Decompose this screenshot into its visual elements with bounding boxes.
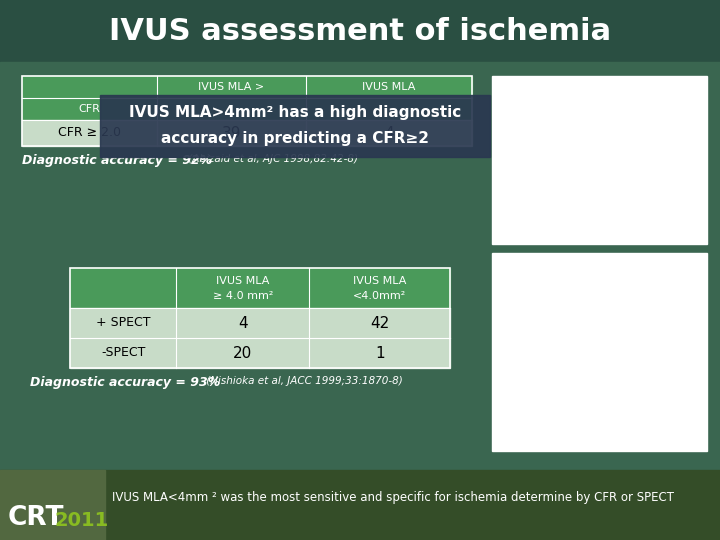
Text: IVUS MLA: IVUS MLA	[353, 276, 406, 286]
Bar	[70, 268, 450, 308]
Text: IVUS MLA: IVUS MLA	[362, 82, 415, 92]
Bar	[0, 62, 720, 472]
Text: ≥ 4.0 mm²: ≥ 4.0 mm²	[212, 291, 273, 301]
Text: 2011: 2011	[55, 510, 109, 530]
Bar	[492, 253, 707, 451]
Text: 42: 42	[370, 315, 390, 330]
Text: -SPECT: -SPECT	[101, 347, 145, 360]
Text: 4: 4	[384, 125, 394, 140]
Text: <4.0mm²: <4.0mm²	[353, 291, 406, 301]
Bar	[0, 470, 105, 540]
Bar	[22, 76, 472, 98]
Text: 1: 1	[375, 346, 384, 361]
Text: IVUS MLA >: IVUS MLA >	[198, 82, 264, 92]
Text: IVUS MLA: IVUS MLA	[216, 276, 269, 286]
Text: 4: 4	[238, 315, 248, 330]
Text: 20: 20	[233, 346, 253, 361]
Bar	[70, 308, 450, 338]
Bar	[0, 470, 720, 540]
Bar	[100, 95, 490, 157]
Text: 39: 39	[222, 125, 241, 140]
Text: IVUS assessment of ischemia: IVUS assessment of ischemia	[109, 17, 611, 45]
Text: accuracy in predicting a CFR≥2: accuracy in predicting a CFR≥2	[161, 132, 429, 146]
Text: Diagnostic accuracy = 93%: Diagnostic accuracy = 93%	[30, 376, 220, 389]
Text: CFR ≥ 2.0: CFR ≥ 2.0	[58, 126, 121, 139]
Text: CFR: CFR	[78, 104, 100, 114]
Text: (Abizaid et al, AJC 1998;82:42-8): (Abizaid et al, AJC 1998;82:42-8)	[185, 154, 358, 164]
Text: IVUS MLA>4mm² has a high diagnostic: IVUS MLA>4mm² has a high diagnostic	[129, 105, 461, 120]
Bar	[22, 120, 472, 146]
Bar	[70, 268, 450, 368]
Text: + SPECT: + SPECT	[96, 316, 150, 329]
Bar	[0, 0, 720, 62]
Bar	[22, 76, 472, 146]
Text: IVUS MLA<4mm ² was the most sensitive and specific for ischemia determine by CFR: IVUS MLA<4mm ² was the most sensitive an…	[112, 490, 674, 503]
Text: CRT: CRT	[8, 505, 65, 531]
Text: (Nishioka et al, JACC 1999;33:1870-8): (Nishioka et al, JACC 1999;33:1870-8)	[203, 376, 402, 386]
Bar	[492, 76, 707, 244]
Text: Diagnostic accuracy = 92%: Diagnostic accuracy = 92%	[22, 154, 212, 167]
Bar	[70, 338, 450, 368]
Bar	[22, 98, 472, 120]
